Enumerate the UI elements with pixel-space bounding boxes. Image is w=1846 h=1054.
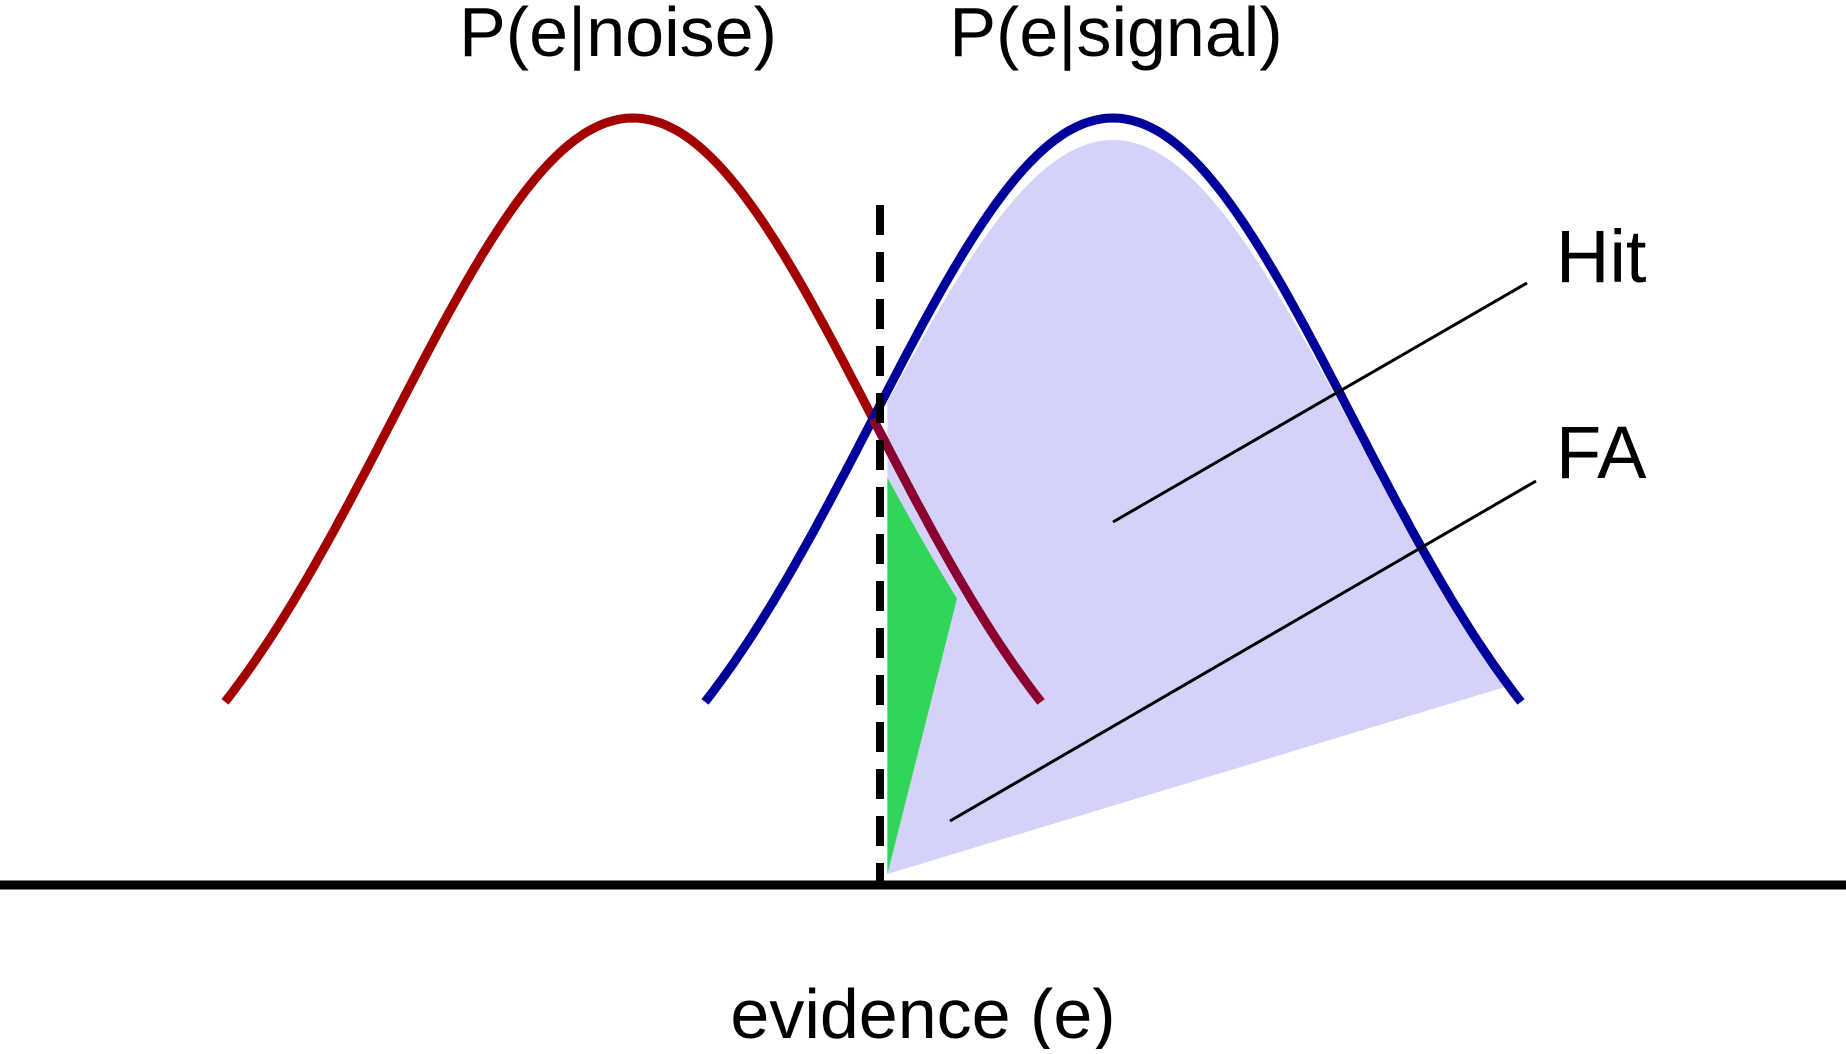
hit-leader-line <box>1112 281 1528 524</box>
axis-label: evidence (e) <box>730 975 1115 1049</box>
signal-distribution-curve <box>701 113 1525 705</box>
hit-area <box>887 140 1509 874</box>
signal-distribution-label: P(e|signal) <box>949 0 1282 71</box>
false-alarm-label: FA <box>1556 411 1647 494</box>
noise-tail-overlap-curve <box>868 416 1045 705</box>
fa-leader-line <box>949 479 1537 823</box>
noise-distribution-label: P(e|noise) <box>459 0 777 71</box>
hit-label: Hit <box>1556 215 1647 298</box>
false-alarm-area <box>887 477 957 874</box>
